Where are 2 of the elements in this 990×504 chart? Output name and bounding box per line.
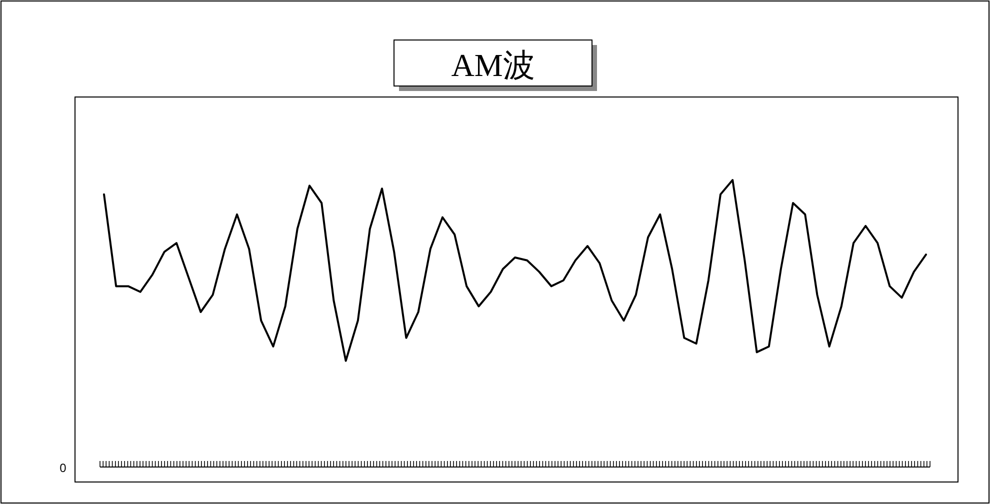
text: 0 <box>60 461 67 475</box>
chart-title: AM波 <box>451 47 535 83</box>
